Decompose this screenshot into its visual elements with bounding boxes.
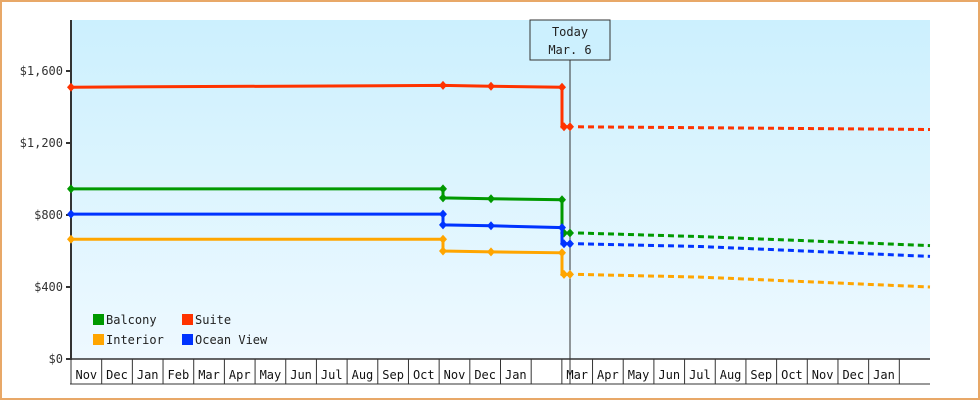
legend-swatch [93, 314, 104, 325]
x-tick-label: Oct [781, 368, 803, 382]
data-point-marker[interactable] [439, 193, 447, 203]
series-suite [67, 80, 931, 132]
x-tick-label: Nov [812, 368, 834, 382]
data-point-marker[interactable] [439, 246, 447, 256]
x-axis: Nov Dec Jan Feb Mar Apr May Jun Jul Aug Sep Oct Nov D… [70, 358, 930, 385]
data-point-marker[interactable] [439, 209, 447, 219]
x-tick-label: May [628, 368, 650, 382]
y-tick-label: $400 [34, 280, 63, 294]
y-tick-label: $1,600 [20, 64, 63, 78]
data-point-marker[interactable] [487, 81, 495, 91]
today-label: Today [552, 25, 588, 39]
x-tick-label: Oct [413, 368, 435, 382]
data-point-marker[interactable] [566, 269, 574, 279]
data-point-marker[interactable] [67, 209, 75, 219]
legend-label: Balcony [106, 313, 157, 327]
data-point-marker[interactable] [487, 194, 495, 204]
data-point-marker[interactable] [487, 221, 495, 231]
legend-label: Ocean View [195, 333, 268, 347]
legend-swatch [93, 334, 104, 345]
x-tick-label: Jun [658, 368, 680, 382]
x-tick-label: Mar [198, 368, 220, 382]
data-point-marker[interactable] [558, 248, 566, 258]
data-point-marker[interactable] [560, 239, 568, 249]
data-point-marker[interactable] [566, 228, 574, 238]
legend-swatch [182, 334, 193, 345]
data-point-marker[interactable] [560, 269, 568, 279]
data-point-marker[interactable] [67, 184, 75, 194]
x-tick-label: Jan [873, 368, 895, 382]
x-tick-label: Jan [137, 368, 159, 382]
legend-swatch [182, 314, 193, 325]
data-point-marker[interactable] [566, 239, 574, 249]
x-tick-label: Jun [290, 368, 312, 382]
data-point-marker[interactable] [439, 184, 447, 194]
x-tick-label: Apr [597, 368, 619, 382]
data-point-marker[interactable] [439, 80, 447, 90]
data-point-marker[interactable] [67, 234, 75, 244]
data-point-marker[interactable] [566, 122, 574, 132]
x-tick-label: Aug [352, 368, 374, 382]
x-tick-label: Apr [229, 368, 251, 382]
data-point-marker[interactable] [439, 220, 447, 230]
x-tick-label: Jul [321, 368, 343, 382]
legend: Balcony Suite Interior Ocean View [93, 313, 268, 347]
data-point-marker[interactable] [439, 234, 447, 244]
x-tick-label: Nov [75, 368, 97, 382]
today-date: Mar. 6 [548, 43, 591, 57]
today-marker: Today Mar. 6 [529, 19, 611, 384]
legend-label: Interior [106, 333, 164, 347]
data-point-marker[interactable] [487, 247, 495, 257]
data-point-marker[interactable] [558, 82, 566, 92]
x-tick-label: May [260, 368, 282, 382]
series-ocean-view [67, 209, 931, 258]
x-tick-label: Dec [106, 368, 128, 382]
series-lines [67, 80, 931, 289]
x-tick-label: Sep [750, 368, 772, 382]
data-point-marker[interactable] [67, 82, 75, 92]
x-tick-label: Feb [168, 368, 190, 382]
y-tick-label: $0 [49, 352, 63, 366]
y-tick-label: $1,200 [20, 136, 63, 150]
y-axis: $0 $400 $800 $1,200 $1,600 [20, 20, 72, 366]
data-point-marker[interactable] [558, 195, 566, 205]
x-tick-label: Jul [689, 368, 711, 382]
y-tick-label: $800 [34, 208, 63, 222]
x-tick-label: Aug [720, 368, 742, 382]
data-point-marker[interactable] [558, 223, 566, 233]
x-tick-label: Mar [566, 368, 588, 382]
x-tick-label: Nov [444, 368, 466, 382]
legend-label: Suite [195, 313, 231, 327]
x-tick-label: Dec [474, 368, 496, 382]
x-tick-label: Dec [842, 368, 864, 382]
series-interior [67, 234, 931, 289]
data-point-marker[interactable] [560, 122, 568, 132]
x-tick-label: Sep [382, 368, 404, 382]
x-tick-label: Jan [505, 368, 527, 382]
